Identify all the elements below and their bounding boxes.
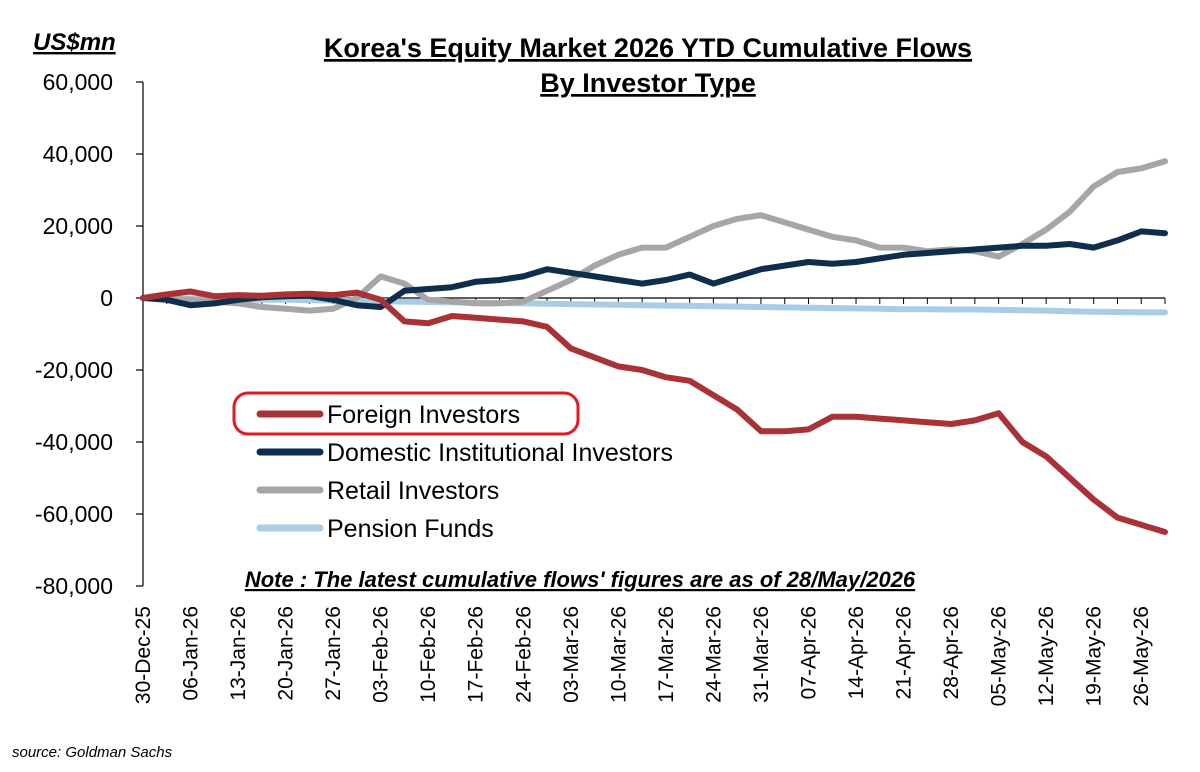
legend: Foreign Investors Domestic Institutional …: [232, 391, 673, 543]
y-tick-label: -40,000: [35, 429, 113, 455]
y-unit-label: US$mn: [33, 29, 116, 56]
x-tick-label: 21-Apr-26: [893, 606, 916, 699]
foreign-investors-line: [140, 288, 1168, 535]
x-tick-label: 27-Jan-26: [322, 606, 345, 701]
x-tick-label: 03-Mar-26: [560, 606, 583, 703]
note-text: Note : The latest cumulative flows' figu…: [245, 567, 916, 592]
x-tick-label: 24-Feb-26: [512, 606, 535, 703]
x-tick-label: 12-May-26: [1035, 606, 1058, 706]
y-tick-label: -20,000: [35, 357, 113, 383]
legend-item-domestic-label: Domestic Institutional Investors: [327, 439, 673, 467]
x-tick-label: 05-May-26: [988, 606, 1011, 706]
x-tick-label: 13-Jan-26: [227, 606, 250, 701]
x-axis-ticks: 30-Dec-25 06-Jan-26 13-Jan-26 20-Jan-26 27-J…: [132, 298, 1166, 706]
pension-funds-line: [140, 295, 1168, 316]
y-tick-label: 20,000: [43, 213, 113, 239]
y-tick-label: -60,000: [35, 501, 113, 527]
x-tick-label: 20-Jan-26: [275, 606, 298, 701]
x-tick-label: 30-Dec-25: [132, 606, 155, 704]
x-tick-label: 03-Feb-26: [370, 606, 393, 703]
x-tick-label: 06-Jan-26: [180, 606, 203, 701]
x-tick-label: 17-Feb-26: [465, 606, 488, 703]
y-tick-label: 40,000: [43, 141, 113, 167]
chart-subtitle: By Investor Type: [540, 68, 756, 98]
chart-title: Korea's Equity Market 2026 YTD Cumulativ…: [324, 33, 972, 63]
x-tick-label: 07-Apr-26: [797, 606, 820, 699]
x-tick-label: 26-May-26: [1130, 606, 1153, 706]
series-lines: [140, 158, 1168, 535]
y-tick-label: -80,000: [35, 573, 113, 599]
source-text: source: Goldman Sachs: [12, 744, 173, 761]
y-tick-label: 60,000: [43, 69, 113, 95]
y-tick-label: 0: [100, 285, 113, 311]
y-axis-ticks: 60,000 40,000 20,000 0 -20,000 -40,000 -60,000…: [35, 69, 143, 599]
x-tick-label: 10-Feb-26: [417, 606, 440, 703]
x-tick-label: 24-Mar-26: [702, 606, 725, 703]
x-tick-label: 28-Apr-26: [940, 606, 963, 699]
x-tick-label: 14-Apr-26: [845, 606, 868, 699]
legend-item-pension-label: Pension Funds: [327, 515, 494, 543]
legend-item-retail-label: Retail Investors: [327, 477, 499, 505]
x-tick-label: 17-Mar-26: [655, 606, 678, 703]
x-tick-label: 10-Mar-26: [607, 606, 630, 703]
legend-item-foreign-label: Foreign Investors: [327, 401, 520, 429]
x-tick-label: 31-Mar-26: [750, 606, 773, 703]
x-tick-label: 19-May-26: [1083, 606, 1106, 706]
legend-highlight-box: [232, 391, 580, 436]
retail-investors-line: [140, 158, 1168, 314]
